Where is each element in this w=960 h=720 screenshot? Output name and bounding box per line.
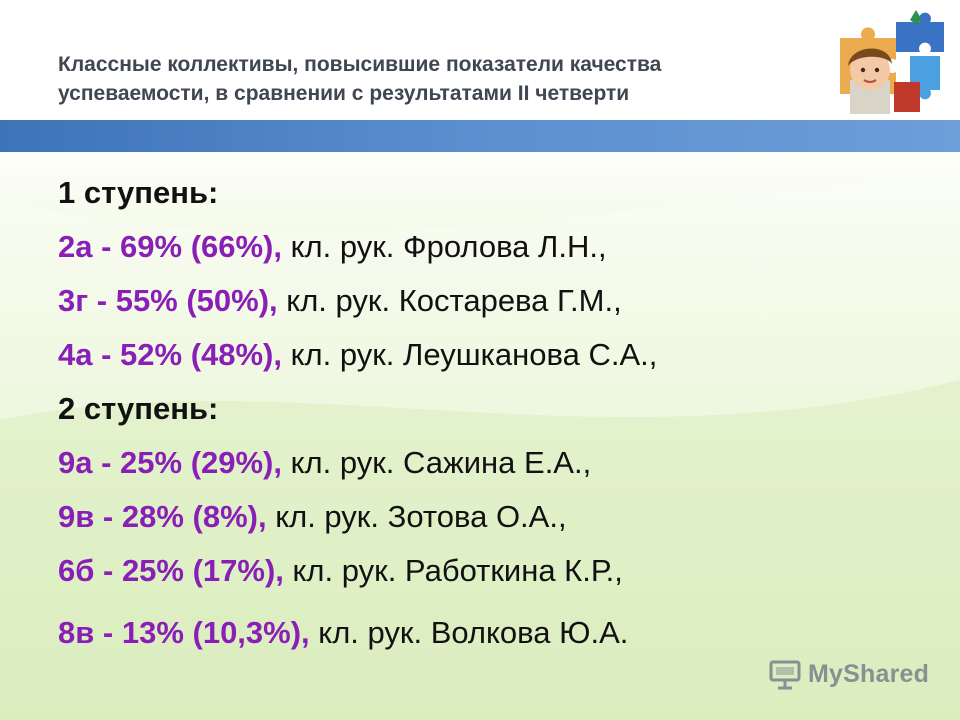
- teacher-info: кл. рук. Волкова Ю.А.: [309, 615, 629, 650]
- slide-header: Классные коллективы, повысившие показате…: [0, 38, 960, 120]
- header-blue-bar: [0, 120, 960, 152]
- level-label: 2 ступень:: [58, 391, 219, 426]
- list-item: 3г - 55% (50%), кл. рук. Костарева Г.М.,: [58, 274, 938, 328]
- watermark-text: MyShared: [808, 659, 930, 688]
- teacher-info: кл. рук. Сажина Е.А.,: [282, 445, 592, 480]
- list-item: 6б - 25% (17%), кл. рук. Работкина К.Р.,: [58, 544, 938, 598]
- teacher-info: кл. рук. Леушканова С.А.,: [282, 337, 658, 372]
- class-result: 2а - 69% (66%),: [58, 229, 282, 264]
- slide-content: 1 ступень: 2а - 69% (66%), кл. рук. Фрол…: [58, 166, 938, 660]
- teacher-info: кл. рук. Работкина К.Р.,: [283, 553, 623, 588]
- teacher-info: кл. рук. Фролова Л.Н.,: [282, 229, 607, 264]
- level-label: 1 ступень:: [58, 175, 219, 210]
- title-line-1: Классные коллективы, повысившие показате…: [58, 53, 662, 76]
- class-result: 9а - 25% (29%),: [58, 445, 282, 480]
- list-item: 2а - 69% (66%), кл. рук. Фролова Л.Н.,: [58, 220, 938, 274]
- level-heading-1: 1 ступень:: [58, 166, 938, 220]
- list-item: 9в - 28% (8%), кл. рук. Зотова О.А.,: [58, 490, 938, 544]
- watermark: MyShared: [768, 656, 929, 692]
- class-result: 3г - 55% (50%),: [58, 283, 278, 318]
- class-result: 9в - 28% (8%),: [58, 499, 267, 534]
- class-result: 8в - 13% (10,3%),: [58, 615, 310, 650]
- presentation-board-icon: [769, 660, 801, 690]
- class-result: 4а - 52% (48%),: [58, 337, 282, 372]
- class-result: 6б - 25% (17%),: [58, 553, 284, 588]
- teacher-info: кл. рук. Костарева Г.М.,: [277, 283, 622, 318]
- list-item: 8в - 13% (10,3%), кл. рук. Волкова Ю.А.: [58, 606, 938, 660]
- title-line-2: успеваемости, в сравнении с результатами…: [58, 82, 630, 105]
- teacher-info: кл. рук. Зотова О.А.,: [266, 499, 567, 534]
- slide-title: Классные коллективы, повысившие показате…: [58, 50, 838, 108]
- puzzle-pieces-icon: [840, 10, 944, 114]
- level-heading-2: 2 ступень:: [58, 382, 938, 436]
- list-item: 9а - 25% (29%), кл. рук. Сажина Е.А.,: [58, 436, 938, 490]
- list-item: 4а - 52% (48%), кл. рук. Леушканова С.А.…: [58, 328, 938, 382]
